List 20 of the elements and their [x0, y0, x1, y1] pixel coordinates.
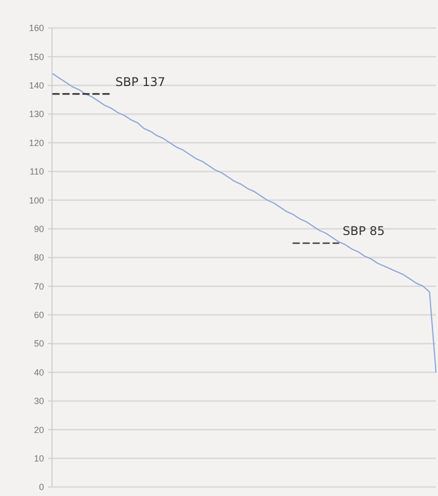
y-tick-label: 10: [34, 453, 44, 464]
y-tick-label: 60: [34, 310, 44, 320]
y-tick-label: 160: [28, 23, 44, 34]
y-tick-label: 130: [28, 109, 44, 120]
y-tick-label: 110: [30, 166, 44, 177]
y-tick-label: 20: [34, 424, 44, 435]
y-tick-label: 120: [28, 138, 44, 148]
y-tick-label: 0: [38, 482, 44, 492]
y-tick-label: 80: [34, 252, 44, 263]
y-tick-label: 50: [34, 338, 44, 349]
y-tick-label: 30: [34, 396, 44, 406]
y-tick-label: 100: [28, 195, 44, 206]
y-tick-label: 40: [34, 367, 44, 378]
y-tick-label: 150: [28, 52, 44, 62]
series-label: SBP 137: [115, 74, 166, 89]
y-tick-label: 140: [28, 80, 44, 91]
y-tick-label: 70: [34, 281, 44, 292]
y-tick-label: 90: [34, 224, 44, 234]
line-series: [52, 73, 437, 373]
series-label: SBP 85: [342, 224, 385, 238]
